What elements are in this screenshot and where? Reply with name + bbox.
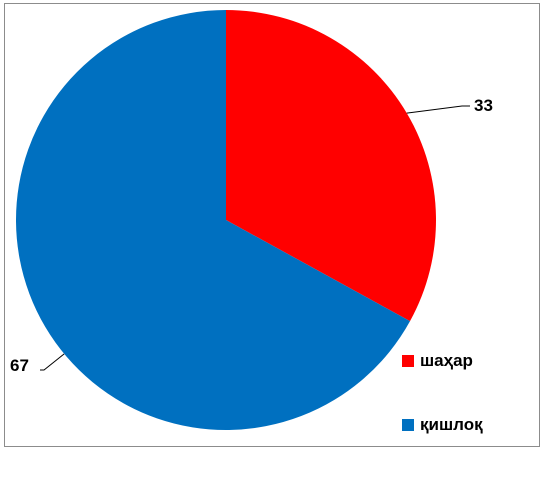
legend-swatch-shahar	[402, 355, 414, 367]
chart-legend: шаҳар қишлоқ	[402, 350, 532, 478]
legend-label-shahar: шаҳар	[420, 351, 473, 370]
data-label-qishloq: 67	[10, 356, 29, 375]
pie-chart: 33 67	[10, 10, 493, 430]
leader-line-qishloq	[40, 353, 65, 371]
pie-slice-shahar	[226, 10, 436, 322]
data-label-shahar: 33	[474, 96, 493, 115]
pie-slice-qishloq	[16, 10, 411, 430]
legend-item-shahar: шаҳар	[402, 350, 532, 372]
legend-swatch-qishloq	[402, 419, 414, 431]
legend-item-qishloq: қишлоқ	[402, 414, 532, 436]
legend-label-qishloq: қишлоқ	[420, 415, 483, 434]
leader-line-shahar	[406, 105, 470, 114]
